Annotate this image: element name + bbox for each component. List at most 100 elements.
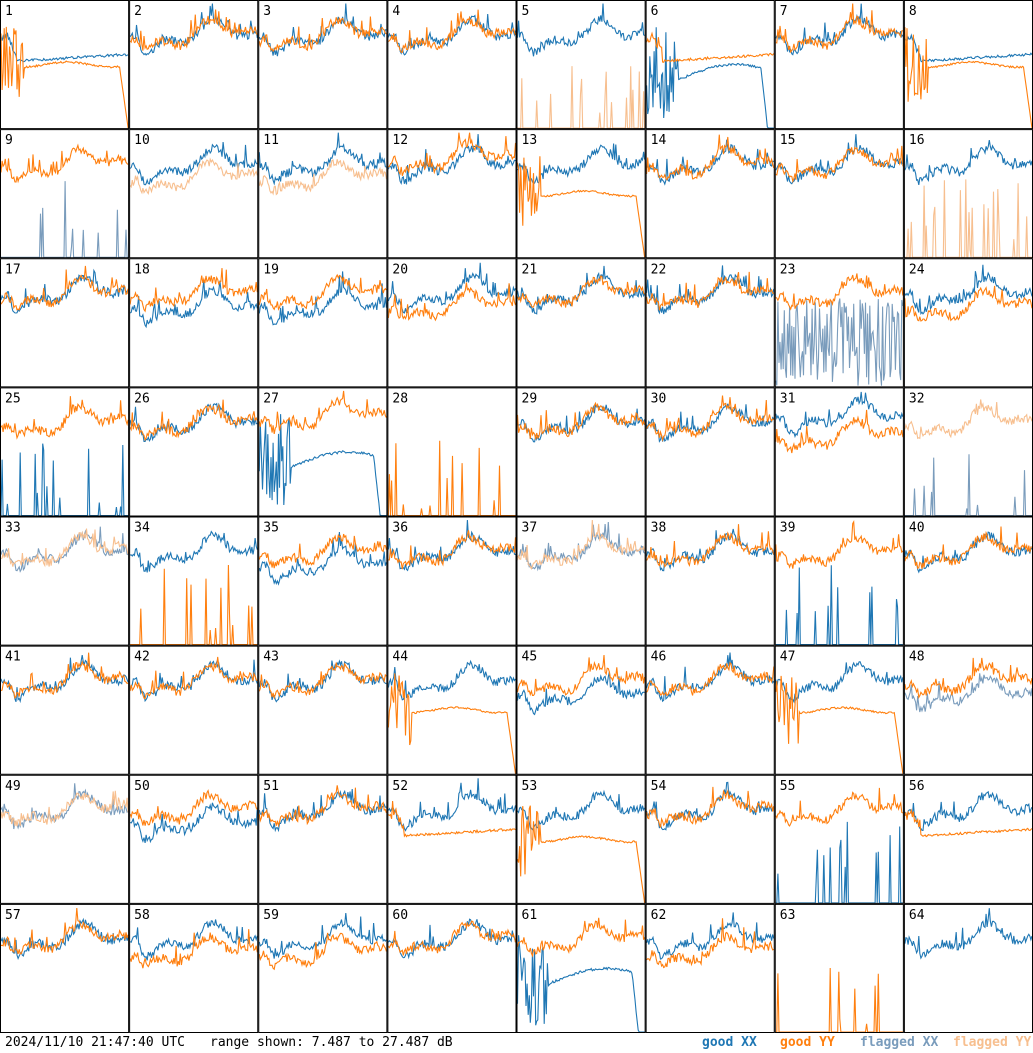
panel-57-yy-trace xyxy=(0,907,129,955)
panel-54-xx-trace xyxy=(646,781,775,831)
panel-53-frame xyxy=(516,774,646,904)
panel-11-yy-trace xyxy=(258,159,387,196)
panel-56-xx-trace xyxy=(904,790,1033,832)
panel-37-xx-trace xyxy=(517,521,646,572)
panel-19-frame xyxy=(258,258,388,388)
panel-50-frame xyxy=(129,774,259,904)
panel-38-label: 38 xyxy=(651,521,667,536)
panel-46-yy-trace xyxy=(646,661,775,697)
panel-19-label: 19 xyxy=(263,262,279,277)
panel-2-yy-trace xyxy=(129,9,258,51)
panel-37-frame xyxy=(516,516,646,646)
panel-33-yy-trace xyxy=(0,528,129,568)
panel-25-xx-trace xyxy=(0,443,129,517)
panel-54-frame xyxy=(645,774,775,904)
panel-3-frame xyxy=(258,0,388,130)
panel-4-label: 4 xyxy=(392,4,400,19)
panel-10-xx-trace xyxy=(129,141,258,186)
panel-44-frame xyxy=(387,645,517,775)
panel-52: 52 xyxy=(387,774,517,904)
panel-41-label: 41 xyxy=(5,650,21,665)
panel-29-yy-trace xyxy=(516,401,646,440)
panel-53-yy-trace xyxy=(516,805,646,903)
panel-27-frame xyxy=(258,387,388,517)
panel-56-label: 56 xyxy=(909,779,925,794)
panel-38: 38 xyxy=(645,516,775,646)
panel-16: 16 xyxy=(903,129,1033,259)
panel-29-label: 29 xyxy=(522,391,538,406)
panel-48-label: 48 xyxy=(909,650,925,665)
panel-42-label: 42 xyxy=(134,650,150,665)
panel-59-frame xyxy=(258,903,388,1033)
panel-35-frame xyxy=(258,516,388,646)
panel-6-xx-trace xyxy=(646,27,774,129)
panel-60-xx-trace xyxy=(387,918,517,960)
panel-59-yy-trace xyxy=(258,932,387,971)
panel-2-label: 2 xyxy=(134,4,142,19)
panel-7-frame xyxy=(774,0,904,130)
panel-33-frame xyxy=(0,516,130,646)
panel-8: 8 xyxy=(903,0,1033,130)
panel-28-yy-trace xyxy=(387,440,516,517)
panel-55-xx-trace xyxy=(775,821,903,904)
panel-24-yy-trace xyxy=(904,285,1033,322)
panel-41-frame xyxy=(0,645,130,775)
panel-59-xx-trace xyxy=(258,913,387,959)
panel-44-yy-trace xyxy=(387,673,517,774)
panel-50-xx-trace xyxy=(129,802,258,844)
panel-9-yy-trace xyxy=(0,143,129,184)
panel-36: 36 xyxy=(387,516,517,646)
panel-47-xx-trace xyxy=(775,661,904,704)
panel-1: 1 xyxy=(0,0,130,130)
panel-34-frame xyxy=(129,516,259,646)
panel-12: 12 xyxy=(387,129,517,259)
panel-62-yy-trace xyxy=(646,918,775,969)
panel-34: 34 xyxy=(129,516,259,646)
panel-52-frame xyxy=(387,774,517,904)
panel-22-yy-trace xyxy=(646,271,775,311)
panel-9-label: 9 xyxy=(5,133,13,148)
panel-39-frame xyxy=(774,516,904,646)
panel-5-label: 5 xyxy=(522,4,530,19)
panel-42-xx-trace xyxy=(130,659,258,703)
panel-45-xx-trace xyxy=(516,671,645,716)
panel-29-frame xyxy=(516,387,646,517)
panel-18-frame xyxy=(129,258,259,388)
panel-1-xx-trace xyxy=(0,32,129,63)
panel-25: 25 xyxy=(0,387,130,517)
panel-34-xx-trace xyxy=(130,530,258,573)
panel-31-xx-trace xyxy=(775,391,904,439)
panel-46-label: 46 xyxy=(651,650,667,665)
panel-45: 45 xyxy=(516,645,646,775)
panel-36-label: 36 xyxy=(392,521,408,536)
panel-8-yy-trace xyxy=(904,27,1033,129)
panel-20-frame xyxy=(387,258,517,388)
panel-55-yy-trace xyxy=(775,787,904,827)
panel-7: 7 xyxy=(774,0,904,130)
panel-2-frame xyxy=(129,0,259,130)
panel-35-xx-trace xyxy=(258,532,387,586)
panel-54-yy-trace xyxy=(646,786,775,828)
panel-18-xx-trace xyxy=(129,279,258,329)
panel-21-frame xyxy=(516,258,646,388)
panel-38-frame xyxy=(645,516,775,646)
panel-36-xx-trace xyxy=(387,519,516,572)
panel-25-label: 25 xyxy=(5,391,21,406)
panel-15-label: 15 xyxy=(780,133,796,148)
panel-4-yy-trace xyxy=(388,9,517,53)
panel-50: 50 xyxy=(129,774,259,904)
panel-23-xx-trace xyxy=(775,298,904,386)
panel-34-label: 34 xyxy=(134,521,150,536)
panel-56-yy-trace xyxy=(904,808,1033,838)
panel-21-yy-trace xyxy=(516,275,646,308)
panel-21: 21 xyxy=(516,258,646,388)
panel-58-label: 58 xyxy=(134,908,150,923)
panel-51-label: 51 xyxy=(263,779,279,794)
panel-17: 17 xyxy=(0,258,130,388)
panel-43-xx-trace xyxy=(258,659,387,703)
panel-48-xx-trace xyxy=(904,673,1033,713)
panel-24: 24 xyxy=(903,258,1033,388)
panel-18: 18 xyxy=(129,258,259,388)
panel-45-yy-trace xyxy=(516,654,646,697)
panel-12-yy-trace xyxy=(388,132,517,176)
